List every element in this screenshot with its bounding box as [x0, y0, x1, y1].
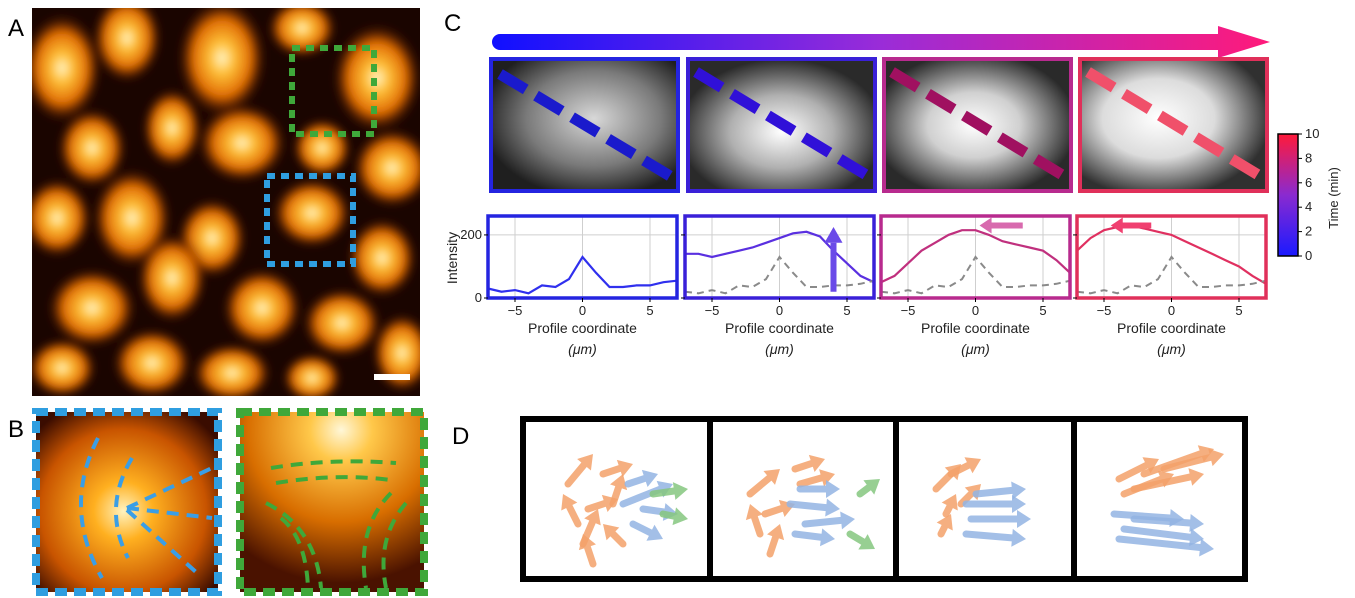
x-axis-label: Profile coordinate — [725, 320, 834, 336]
x-tick-label: 0 — [776, 303, 783, 318]
director-arrow — [578, 534, 597, 568]
x-axis-unit: (μm) — [1157, 341, 1186, 357]
c-image-t1 — [686, 57, 877, 193]
c-image-t0 — [489, 57, 680, 193]
director-arrow — [846, 530, 875, 550]
director-arrow — [624, 469, 658, 488]
director-arrow — [603, 524, 627, 548]
x-tick-label: 0 — [972, 303, 979, 318]
director-arrow — [584, 494, 618, 513]
director-arrow — [746, 469, 780, 498]
director-arrow — [561, 494, 582, 528]
colorbar-tick-label: 8 — [1305, 150, 1312, 165]
director-arrow — [962, 528, 1026, 547]
colorbar-tick-label: 2 — [1305, 224, 1312, 239]
panel-b-blue-inset — [32, 408, 222, 596]
x-tick-label: 0 — [1168, 303, 1175, 318]
x-axis-unit: (μm) — [765, 341, 794, 357]
y-axis-label: Intensity — [444, 232, 460, 284]
director-arrow — [649, 482, 688, 500]
panel-b-green-inset — [236, 408, 428, 596]
panel-label-a: A — [8, 15, 25, 42]
x-tick-label: −5 — [901, 303, 916, 318]
director-arrow — [1130, 514, 1204, 532]
reference-profile-line — [880, 255, 1071, 295]
x-tick-label: −5 — [1097, 303, 1112, 318]
director-arrow — [962, 495, 1026, 513]
profile-line — [880, 229, 1071, 284]
director-arrow — [791, 528, 835, 547]
x-tick-label: 5 — [1235, 303, 1242, 318]
c-image-t3 — [1078, 57, 1269, 193]
time-colorbar: 0 2 4 6 8 10 Time (min) — [1277, 128, 1341, 263]
director-arrow — [599, 459, 633, 478]
x-tick-label: 5 — [1039, 303, 1046, 318]
y-tick-label: 200 — [460, 227, 482, 242]
x-axis-unit: (μm) — [961, 341, 990, 357]
director-arrow — [786, 498, 840, 517]
director-arrow — [801, 511, 855, 530]
left-arrow-head — [1110, 217, 1123, 234]
blue-roi-box — [264, 173, 356, 267]
panel-label-b: B — [8, 416, 25, 443]
x-axis-label: Profile coordinate — [528, 320, 637, 336]
x-tick-label: 5 — [843, 303, 850, 318]
director-arrow — [947, 457, 981, 478]
director-arrow — [564, 454, 593, 488]
time-arrow — [492, 26, 1270, 58]
reference-profile-line — [684, 255, 875, 295]
x-axis-label: Profile coordinate — [921, 320, 1030, 336]
director-arrow — [796, 469, 835, 488]
profile-line — [487, 255, 678, 295]
scale-bar — [374, 374, 410, 380]
panel-c-images — [489, 57, 1269, 193]
colorbar-tick-label: 0 — [1305, 248, 1312, 263]
director-arrow — [941, 494, 958, 518]
x-tick-label: 5 — [646, 303, 653, 318]
director-arrow — [791, 454, 825, 473]
director-arrow — [1130, 468, 1204, 493]
c-image-t2 — [882, 57, 1073, 193]
director-arrow — [936, 514, 953, 538]
director-arrow — [856, 479, 880, 498]
director-arrow — [1115, 535, 1214, 557]
director-arrow — [766, 524, 785, 558]
colorbar-tick-label: 4 — [1305, 199, 1312, 214]
director-arrow — [745, 504, 764, 538]
director-arrow — [629, 520, 663, 541]
profile-chart-4: −5 0 5 Profile coordinate (μm) — [1073, 214, 1268, 357]
profile-chart-3: −5 0 5 Profile coordinate (μm) — [877, 214, 1072, 357]
colorbar-label: Time (min) — [1326, 167, 1341, 229]
y-tick-label: 0 — [475, 290, 482, 305]
profile-chart-1: −5 0 5 0 200 Profile coordinate (μm) — [460, 214, 679, 357]
colorbar-tick-label: 10 — [1305, 128, 1319, 141]
x-axis-unit: (μm) — [568, 341, 597, 357]
colorbar-tick-label: 6 — [1305, 175, 1312, 190]
panel-a-image — [32, 8, 420, 396]
director-arrow — [796, 480, 840, 498]
director-arrow — [659, 507, 688, 526]
reference-profile-line — [1076, 255, 1267, 295]
x-tick-label: −5 — [508, 303, 523, 318]
profile-line — [685, 230, 875, 284]
director-arrow — [972, 481, 1026, 500]
left-arrow-head — [979, 217, 992, 234]
x-tick-label: 0 — [579, 303, 586, 318]
panel-label-d: D — [452, 423, 470, 450]
director-arrow — [1115, 457, 1159, 483]
director-arrow — [1160, 448, 1224, 473]
director-arrow — [967, 510, 1031, 528]
panel-label-c: C — [444, 10, 462, 37]
panel-d-arrow-fields — [520, 416, 1248, 582]
up-arrow-head — [824, 227, 843, 243]
profile-line — [1076, 224, 1267, 285]
profile-chart-2: −5 0 5 Profile coordinate (μm) — [681, 214, 876, 357]
x-tick-label: −5 — [705, 303, 720, 318]
x-axis-label: Profile coordinate — [1117, 320, 1226, 336]
director-arrow — [1120, 525, 1204, 547]
